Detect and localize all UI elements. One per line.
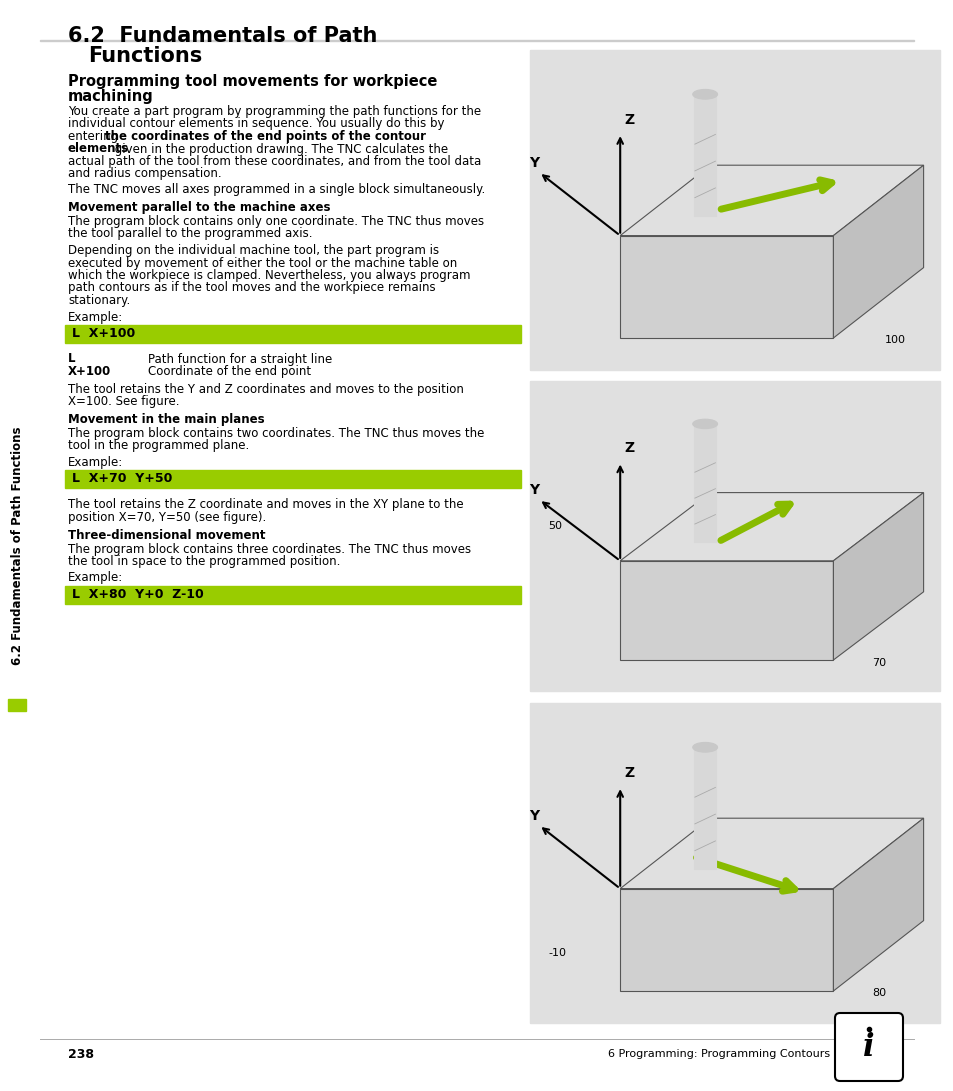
Bar	[8, 699, 26, 711]
Bar	[693, 747, 716, 868]
Bar	[65, 324, 520, 343]
Text: entering: entering	[68, 130, 122, 143]
Text: 70: 70	[871, 658, 885, 668]
Ellipse shape	[692, 89, 717, 99]
Ellipse shape	[692, 742, 717, 752]
Text: position X=70, Y=50 (see figure).: position X=70, Y=50 (see figure).	[68, 511, 266, 524]
Text: Example:: Example:	[68, 572, 123, 585]
Text: 50: 50	[547, 521, 561, 531]
Text: Example:: Example:	[68, 311, 123, 324]
Text: -10: -10	[547, 948, 565, 958]
Text: L  X+100: L X+100	[71, 327, 135, 340]
Text: The program block contains two coordinates. The TNC thus moves the: The program block contains two coordinat…	[68, 427, 484, 440]
Text: 100: 100	[884, 335, 905, 345]
Text: the tool in space to the programmed position.: the tool in space to the programmed posi…	[68, 555, 340, 568]
Text: The tool retains the Y and Z coordinates and moves to the position: The tool retains the Y and Z coordinates…	[68, 383, 463, 396]
Bar	[530, 703, 939, 1023]
Text: 6.2  Fundamentals of Path: 6.2 Fundamentals of Path	[68, 26, 377, 46]
Text: Z: Z	[623, 442, 634, 455]
Bar	[693, 424, 716, 542]
Text: the coordinates of the end points of the contour: the coordinates of the end points of the…	[105, 130, 426, 143]
Text: actual path of the tool from these coordinates, and from the tool data: actual path of the tool from these coord…	[68, 155, 480, 168]
Text: the tool parallel to the programmed axis.: the tool parallel to the programmed axis…	[68, 228, 313, 240]
Text: The program block contains three coordinates. The TNC thus moves: The program block contains three coordin…	[68, 542, 471, 555]
Bar	[530, 381, 939, 691]
Polygon shape	[619, 888, 833, 991]
Polygon shape	[619, 236, 833, 338]
Text: elements: elements	[68, 143, 129, 156]
Polygon shape	[833, 493, 923, 660]
Text: L  X+80  Y+0  Z-10: L X+80 Y+0 Z-10	[71, 588, 204, 601]
Text: L: L	[68, 352, 75, 365]
Text: Z: Z	[623, 112, 634, 127]
Polygon shape	[619, 561, 833, 660]
Polygon shape	[833, 818, 923, 991]
Text: Depending on the individual machine tool, the part program is: Depending on the individual machine tool…	[68, 244, 438, 257]
Text: L  X+70  Y+50: L X+70 Y+50	[71, 472, 172, 485]
Text: Movement parallel to the machine axes: Movement parallel to the machine axes	[68, 202, 330, 215]
Bar	[693, 94, 716, 216]
Polygon shape	[619, 493, 923, 561]
Text: i: i	[862, 1031, 874, 1063]
Ellipse shape	[692, 419, 717, 429]
Text: which the workpiece is clamped. Nevertheless, you always program: which the workpiece is clamped. Neverthe…	[68, 269, 470, 281]
Text: Movement in the main planes: Movement in the main planes	[68, 413, 264, 427]
Text: 6 Programming: Programming Contours: 6 Programming: Programming Contours	[607, 1050, 829, 1059]
Text: X+100: X+100	[68, 365, 112, 377]
Text: machining: machining	[68, 89, 153, 104]
FancyBboxPatch shape	[834, 1014, 902, 1081]
Polygon shape	[619, 165, 923, 236]
Polygon shape	[833, 165, 923, 338]
Text: tool in the programmed plane.: tool in the programmed plane.	[68, 440, 249, 453]
Text: The TNC moves all axes programmed in a single block simultaneously.: The TNC moves all axes programmed in a s…	[68, 183, 485, 196]
Text: X=100. See figure.: X=100. See figure.	[68, 395, 179, 408]
Text: The tool retains the Z coordinate and moves in the XY plane to the: The tool retains the Z coordinate and mo…	[68, 497, 463, 511]
Text: stationary.: stationary.	[68, 293, 131, 307]
Text: 80: 80	[871, 988, 885, 998]
Text: executed by movement of either the tool or the machine table on: executed by movement of either the tool …	[68, 256, 456, 269]
Text: Three-dimensional movement: Three-dimensional movement	[68, 529, 265, 542]
Text: You create a part program by programming the path functions for the: You create a part program by programming…	[68, 105, 480, 118]
Bar	[530, 50, 939, 370]
Text: path contours as if the tool moves and the workpiece remains: path contours as if the tool moves and t…	[68, 281, 436, 295]
Text: Y: Y	[529, 483, 538, 497]
Text: Functions: Functions	[88, 46, 202, 65]
Text: Y: Y	[529, 156, 538, 170]
Text: 6.2 Fundamentals of Path Functions: 6.2 Fundamentals of Path Functions	[11, 427, 25, 666]
Bar	[65, 470, 520, 488]
Text: and radius compensation.: and radius compensation.	[68, 168, 221, 180]
Bar	[65, 586, 520, 603]
Text: Z: Z	[623, 766, 634, 780]
Text: Coordinate of the end point: Coordinate of the end point	[148, 365, 311, 377]
Text: individual contour elements in sequence. You usually do this by: individual contour elements in sequence.…	[68, 118, 444, 131]
Text: Example:: Example:	[68, 456, 123, 469]
Text: Path function for a straight line: Path function for a straight line	[148, 352, 332, 365]
Polygon shape	[619, 818, 923, 888]
Text: Programming tool movements for workpiece: Programming tool movements for workpiece	[68, 74, 436, 89]
Text: given in the production drawing. The TNC calculates the: given in the production drawing. The TNC…	[111, 143, 448, 156]
Text: 238: 238	[68, 1047, 94, 1060]
Text: Y: Y	[529, 810, 538, 824]
Text: The program block contains only one coordinate. The TNC thus moves: The program block contains only one coor…	[68, 215, 483, 228]
